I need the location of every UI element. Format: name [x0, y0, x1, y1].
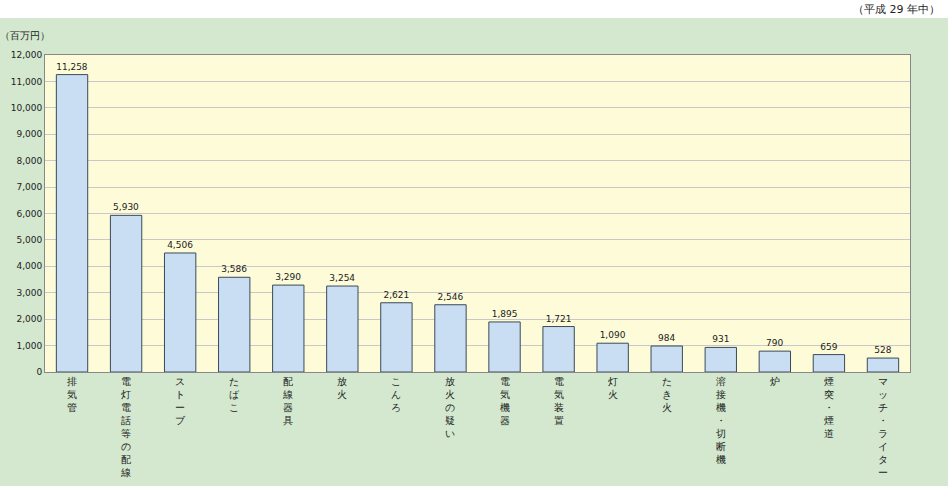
html-text:（平成 29 年中）: （平成 29 年中）: [853, 3, 940, 16]
svg-text:659: 659: [820, 342, 837, 352]
svg-text:炉: 炉: [770, 376, 780, 387]
svg-text:1,895: 1,895: [492, 309, 518, 319]
svg-text:6,000: 6,000: [16, 209, 42, 219]
svg-text:5,000: 5,000: [16, 235, 42, 245]
svg-text:2,621: 2,621: [384, 290, 410, 300]
svg-text:1,000: 1,000: [16, 341, 42, 351]
svg-text:1,721: 1,721: [546, 314, 572, 324]
svg-text:（百万円）: （百万円）: [0, 30, 50, 41]
svg-text:11,258: 11,258: [56, 62, 87, 72]
svg-text:4,000: 4,000: [16, 261, 42, 271]
svg-text:9,000: 9,000: [16, 129, 42, 139]
svg-text:5,930: 5,930: [113, 202, 139, 212]
svg-text:2,000: 2,000: [16, 314, 42, 324]
svg-text:3,290: 3,290: [275, 272, 301, 282]
svg-text:0: 0: [36, 367, 42, 377]
svg-text:2,546: 2,546: [437, 292, 463, 302]
svg-text:排気管: 排気管: [67, 376, 77, 413]
svg-text:電気機器: 電気機器: [500, 376, 510, 426]
svg-text:790: 790: [766, 338, 783, 348]
svg-text:ストーブ: ストーブ: [175, 376, 186, 426]
svg-text:溶接機・切断機: 溶接機・切断機: [716, 376, 726, 465]
svg-text:放火の疑い: 放火の疑い: [445, 376, 455, 439]
svg-text:984: 984: [658, 333, 675, 343]
svg-text:煙突・煙道: 煙突・煙道: [824, 376, 834, 439]
svg-text:3,254: 3,254: [329, 273, 355, 283]
svg-text:4,506: 4,506: [167, 240, 193, 250]
svg-text:12,000: 12,000: [11, 50, 43, 60]
svg-text:たばこ: たばこ: [229, 376, 240, 413]
svg-text:灯火: 灯火: [608, 376, 618, 400]
svg-text:配線器具: 配線器具: [282, 376, 293, 426]
svg-text:たき火: たき火: [662, 376, 672, 413]
svg-text:電灯電話等の配線: 電灯電話等の配線: [120, 376, 131, 478]
svg-text:マッチ・ライター: マッチ・ライター: [878, 376, 888, 478]
svg-text:こんろ: こんろ: [391, 376, 401, 413]
svg-text:3,000: 3,000: [16, 288, 42, 298]
svg-text:電気装置: 電気装置: [554, 376, 564, 426]
svg-text:放火: 放火: [337, 376, 347, 400]
svg-text:1,090: 1,090: [600, 330, 626, 340]
svg-text:8,000: 8,000: [16, 156, 42, 166]
svg-text:3,586: 3,586: [221, 264, 247, 274]
svg-text:10,000: 10,000: [11, 103, 43, 113]
svg-text:528: 528: [874, 345, 891, 355]
svg-text:931: 931: [712, 334, 729, 344]
svg-text:7,000: 7,000: [16, 182, 42, 192]
svg-text:11,000: 11,000: [11, 77, 43, 87]
